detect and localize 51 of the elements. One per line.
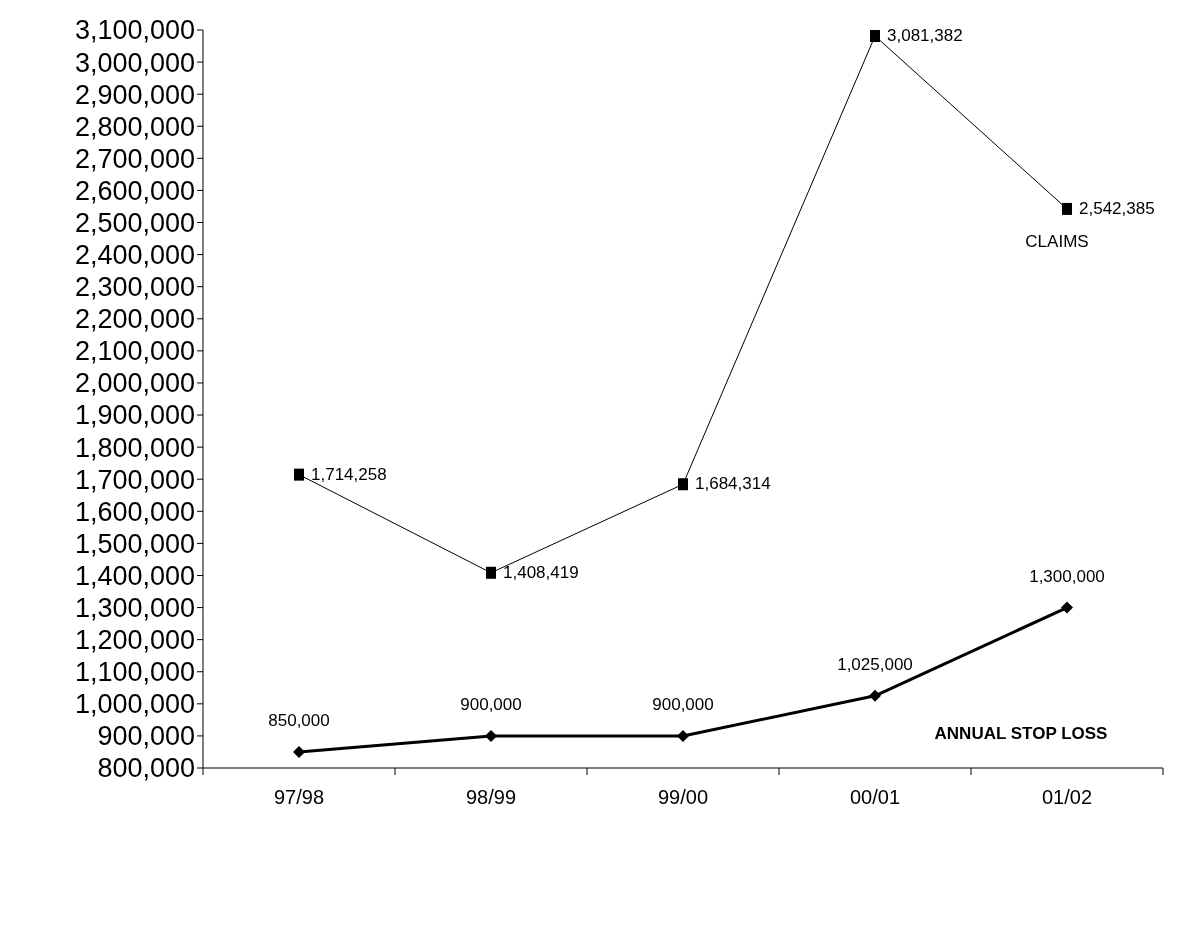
y-tick-label: 1,500,000 [74,528,195,559]
y-tick-label: 2,900,000 [74,79,195,110]
x-tick-label: 98/99 [465,786,517,808]
point [1062,202,1072,215]
y-tick-label: 2,400,000 [74,240,195,271]
x-tick-label: 97/98 [273,786,325,808]
data-label: 900,000 [460,694,522,714]
data-label: 850,000 [268,710,330,730]
point [677,729,689,742]
data-label: 900,000 [652,694,714,714]
y-tick-label: 1,300,000 [74,593,195,624]
y-tick-label: 1,400,000 [74,560,195,591]
y-tick-label: 2,800,000 [74,111,195,142]
y-tick-label: 2,100,000 [74,336,195,367]
y-tick-label: 1,200,000 [74,625,195,656]
y-tick-label: 2,000,000 [74,368,195,399]
y-tick-label: 1,900,000 [74,400,195,431]
y-tick-label: 1,600,000 [74,496,195,527]
series-label: CLAIMS [1025,231,1089,251]
x-tick-label: 00/01 [849,786,901,808]
y-tick-label: 2,700,000 [74,143,195,174]
point [293,745,305,758]
data-label: 1,684,314 [695,474,771,494]
y-tick-label: 2,200,000 [74,304,195,335]
y-tick-label: 1,000,000 [74,689,195,720]
data-label: 3,081,382 [887,25,963,45]
x-tick-label: 01/02 [1041,786,1093,808]
y-tick-label: 2,600,000 [74,175,195,206]
y-tick-label: 1,100,000 [74,657,195,688]
point [486,566,496,579]
y-tick-label: 3,100,000 [74,15,195,46]
point [485,729,497,742]
point [1061,601,1073,614]
point [869,689,881,702]
y-tick-label: 1,700,000 [74,464,195,495]
y-tick-label: 3,000,000 [74,47,195,78]
data-label: 1,408,419 [503,562,579,582]
point [870,29,880,42]
data-label: 1,025,000 [837,654,913,674]
point [678,478,688,491]
y-tick-label: 1,800,000 [74,432,195,463]
point [294,468,304,481]
data-label: 2,542,385 [1079,198,1155,218]
data-label: 1,714,258 [311,464,387,484]
y-tick-label: 900,000 [97,721,195,752]
data-label: 1,300,000 [1029,566,1105,586]
x-tick-label: 99/00 [657,786,709,808]
text: ANNUAL STOP LOSS [934,723,1108,743]
y-tick-label: 800,000 [97,753,195,784]
y-tick-label: 2,500,000 [74,207,195,238]
y-tick-label: 2,300,000 [74,272,195,303]
